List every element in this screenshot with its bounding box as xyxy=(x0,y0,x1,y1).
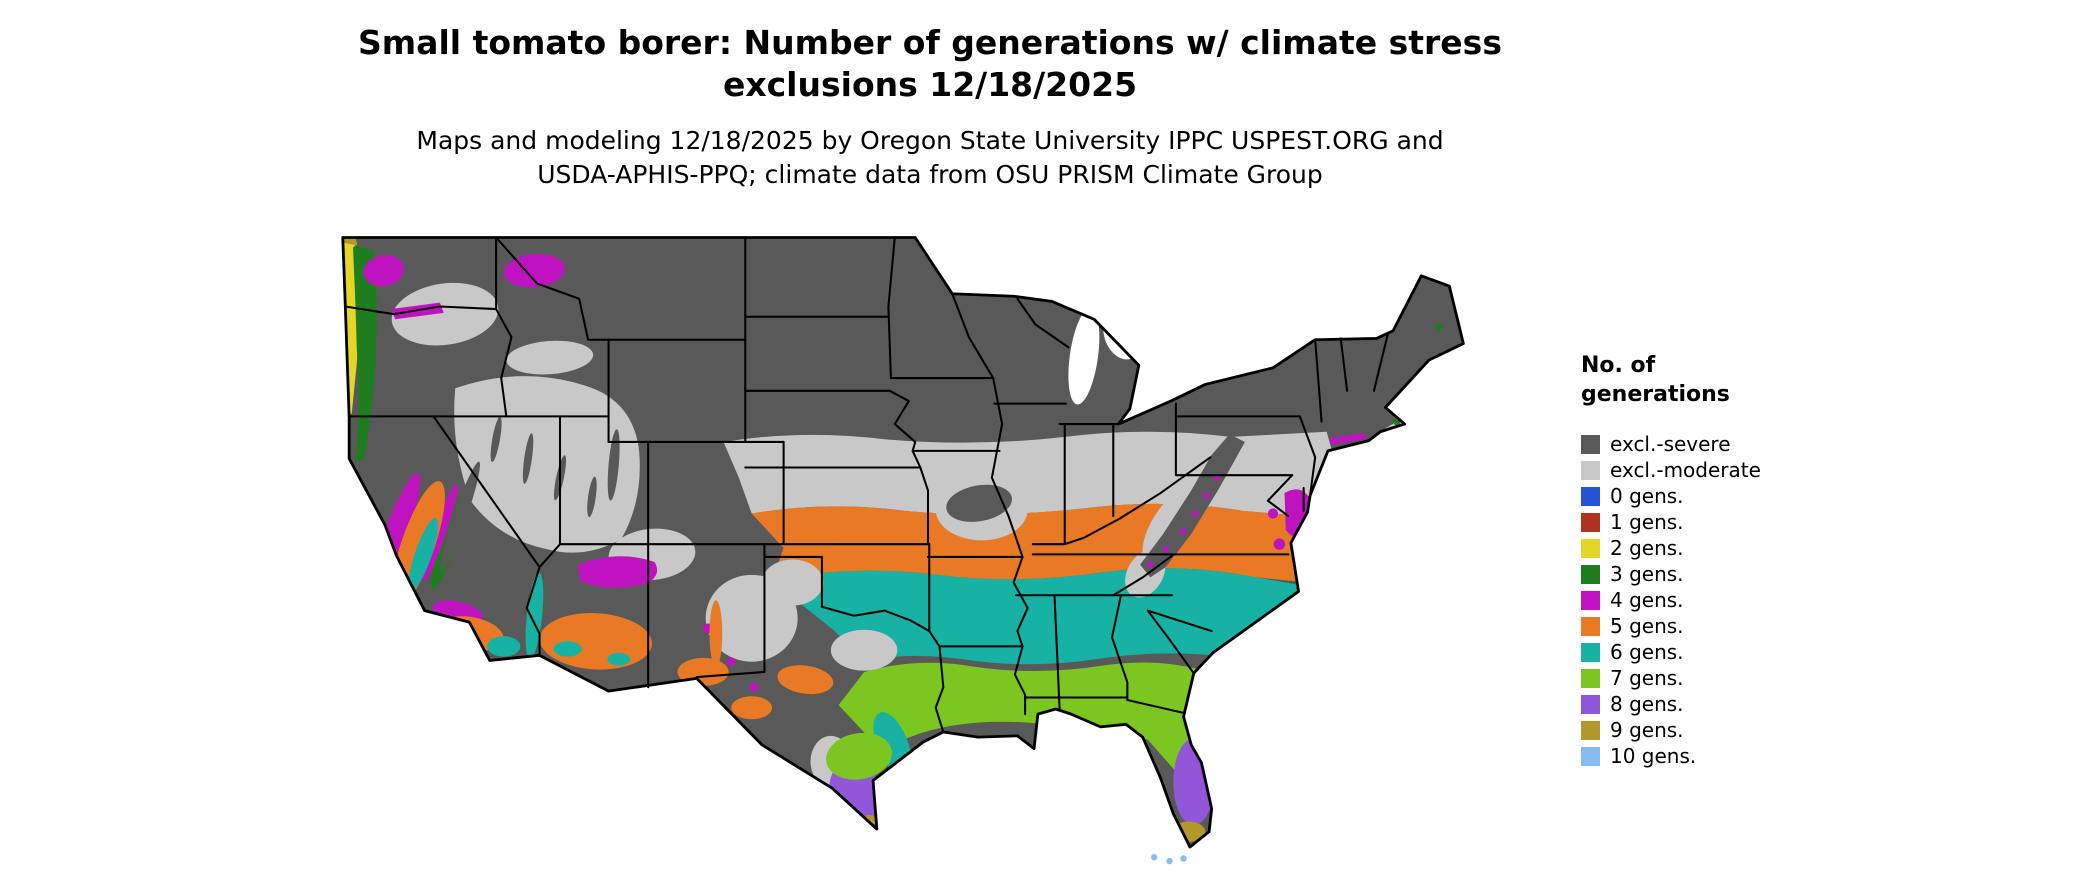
us-generations-map xyxy=(341,236,1465,865)
legend-swatch xyxy=(1581,694,1600,714)
legend-item: 5 gens. xyxy=(1581,613,1761,639)
legend-item: excl.-severe xyxy=(1581,431,1761,457)
legend-item-label: excl.-moderate xyxy=(1610,457,1761,482)
state-borders xyxy=(344,236,1390,734)
legend-title-line-1: No. of xyxy=(1581,353,1656,378)
us-outline xyxy=(341,236,1465,849)
layer-7-gens-band xyxy=(838,662,1204,772)
legend-item-label: 1 gens. xyxy=(1610,509,1684,534)
legend-item: 9 gens. xyxy=(1581,717,1761,743)
legend-swatch xyxy=(1581,668,1600,688)
legend-item: 3 gens. xyxy=(1581,561,1761,587)
page-title: Small tomato borer: Number of generation… xyxy=(0,22,1860,106)
legend-item-label: 9 gens. xyxy=(1610,717,1684,742)
legend-item-label: 5 gens. xyxy=(1610,613,1684,638)
legend-item: 7 gens. xyxy=(1581,665,1761,691)
subtitle-line-2: USDA-APHIS-PPQ; climate data from OSU PR… xyxy=(537,160,1323,190)
layer-7-gens-west xyxy=(826,732,892,780)
legend-item: 8 gens. xyxy=(1581,691,1761,717)
layer-10-gens-keys xyxy=(1150,854,1187,865)
legend-item: 0 gens. xyxy=(1581,483,1761,509)
layer-mountain-speckles xyxy=(440,416,620,571)
legend-swatch xyxy=(1581,642,1600,662)
legend-swatch xyxy=(1581,512,1600,532)
legend-swatch xyxy=(1581,616,1600,636)
legend-item: excl.-moderate xyxy=(1581,457,1761,483)
legend-title-line-2: generations xyxy=(1581,381,1730,407)
great-lakes xyxy=(954,255,1267,406)
legend-item-label: 10 gens. xyxy=(1610,743,1697,768)
title-line-2: exclusions 12/18/2025 xyxy=(722,65,1138,105)
legend-item: 4 gens. xyxy=(1581,587,1761,613)
legend-item-label: 0 gens. xyxy=(1610,483,1684,508)
legend-item: 10 gens. xyxy=(1581,743,1761,769)
legend-item-label: excl.-severe xyxy=(1610,431,1731,456)
legend-swatch xyxy=(1581,434,1600,454)
legend-swatch xyxy=(1581,564,1600,584)
figure-subtitle: Maps and modeling 12/18/2025 by Oregon S… xyxy=(0,124,1860,192)
title-line-1: Small tomato borer: Number of generation… xyxy=(358,23,1502,62)
figure-header: Small tomato borer: Number of generation… xyxy=(0,22,1860,192)
legend: No. of generations excl.-severe excl.-mo… xyxy=(1581,352,1761,769)
legend-item-label: 4 gens. xyxy=(1610,587,1684,612)
legend-title: No. of generations xyxy=(1581,352,1761,409)
legend-item-label: 6 gens. xyxy=(1610,639,1684,664)
legend-item-label: 3 gens. xyxy=(1610,561,1684,586)
legend-swatch xyxy=(1581,538,1600,558)
legend-item: 1 gens. xyxy=(1581,509,1761,535)
legend-swatch xyxy=(1581,590,1600,610)
legend-swatch xyxy=(1581,720,1600,740)
layer-excl-severe-overlays xyxy=(946,434,1245,578)
legend-item: 2 gens. xyxy=(1581,535,1761,561)
legend-swatch xyxy=(1581,460,1600,480)
subtitle-line-1: Maps and modeling 12/18/2025 by Oregon S… xyxy=(416,126,1444,156)
legend-items: excl.-severe excl.-moderate 0 gens. 1 ge… xyxy=(1581,431,1761,769)
legend-swatch xyxy=(1581,486,1600,506)
legend-item-label: 2 gens. xyxy=(1610,535,1684,560)
legend-item-label: 8 gens. xyxy=(1610,691,1684,716)
legend-swatch xyxy=(1581,746,1600,766)
legend-item: 6 gens. xyxy=(1581,639,1761,665)
legend-item-label: 7 gens. xyxy=(1610,665,1684,690)
layer-6-gens-band xyxy=(772,568,1308,665)
